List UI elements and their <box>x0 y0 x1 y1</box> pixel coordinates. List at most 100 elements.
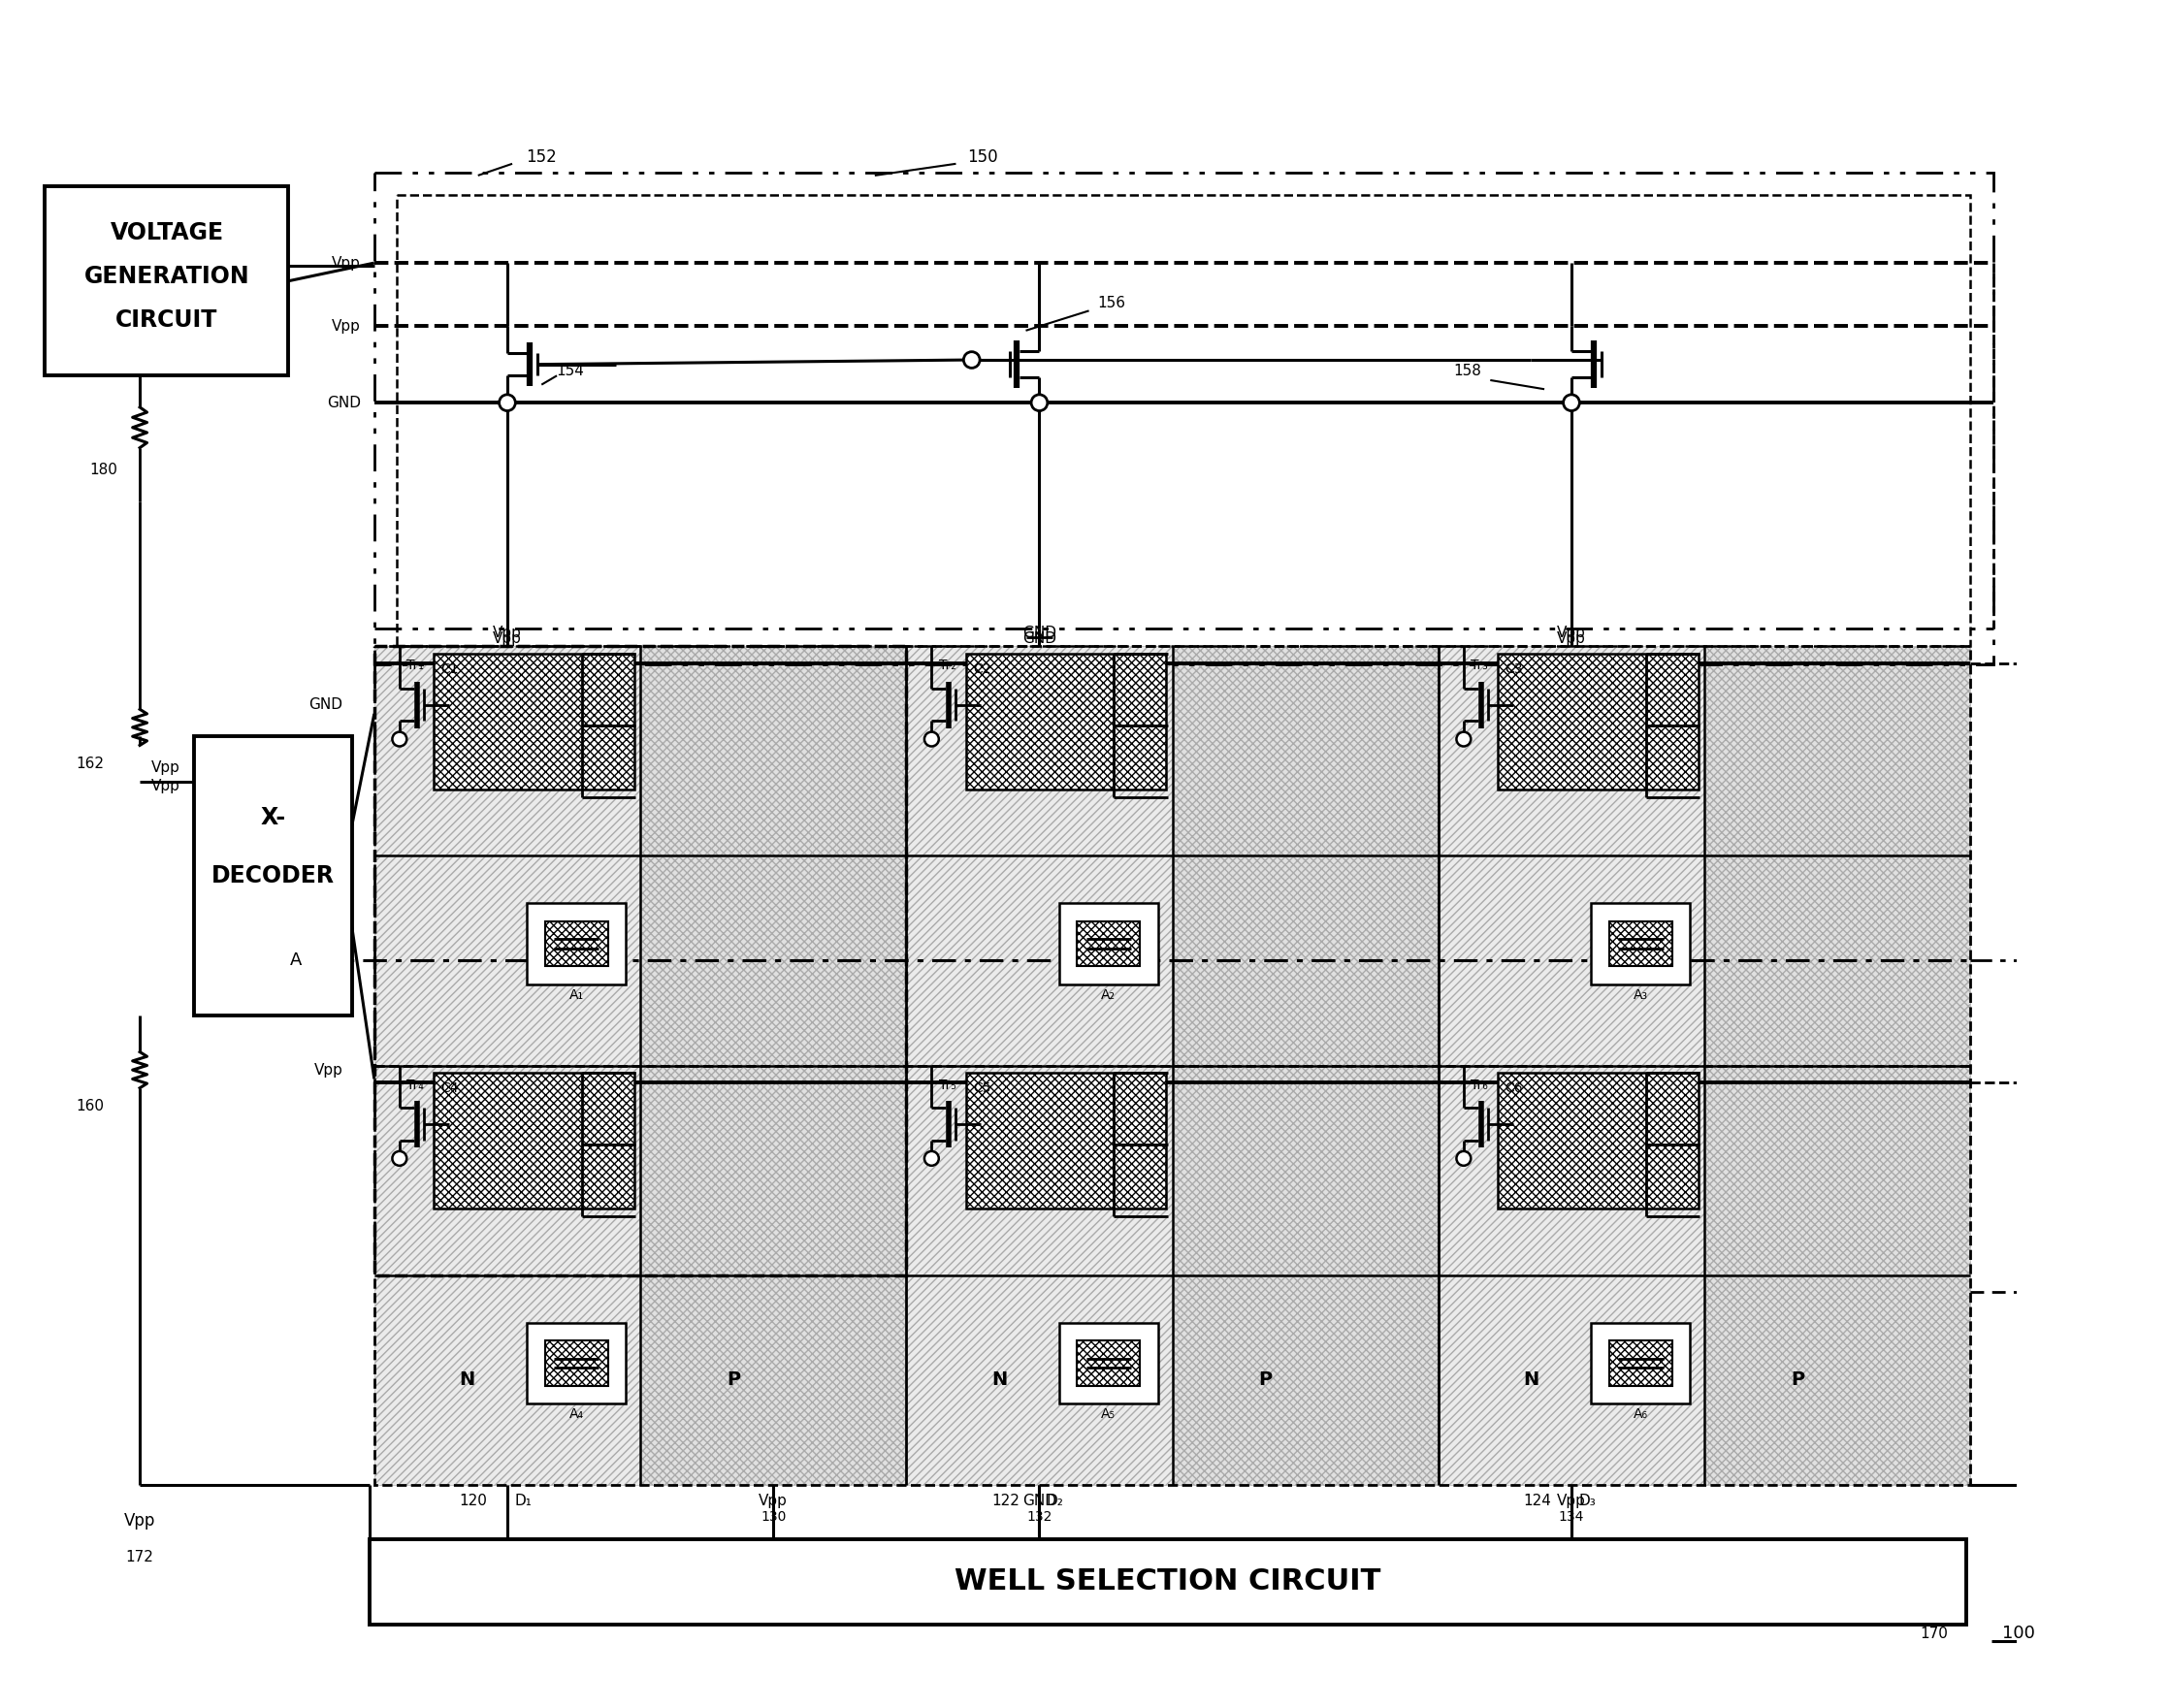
Text: 120: 120 <box>460 1494 488 1508</box>
Bar <box>640 856 907 1066</box>
Bar <box>1173 1066 1438 1276</box>
Bar <box>907 1066 1173 1276</box>
Bar <box>375 1276 640 1484</box>
Bar <box>527 904 627 984</box>
Text: N: N <box>991 1372 1006 1389</box>
Bar <box>1438 1066 1705 1276</box>
Text: 132: 132 <box>1026 1510 1052 1524</box>
Bar <box>193 736 351 1016</box>
Text: C5: C5 <box>974 1081 991 1095</box>
Bar <box>375 856 640 1066</box>
Text: VOLTAGE: VOLTAGE <box>111 222 223 244</box>
Bar <box>375 646 640 856</box>
Text: 170: 170 <box>1920 1626 1948 1641</box>
Text: GND: GND <box>1022 625 1056 640</box>
Bar <box>1173 856 1438 1066</box>
Text: 152: 152 <box>525 149 557 166</box>
Bar <box>1438 856 1705 1066</box>
Text: 160: 160 <box>76 1098 104 1114</box>
Bar <box>640 1276 907 1484</box>
Bar <box>1058 904 1158 984</box>
Circle shape <box>1030 395 1048 412</box>
Text: C3: C3 <box>1505 663 1523 676</box>
Bar <box>1705 646 1969 856</box>
Text: C4: C4 <box>440 1081 460 1095</box>
Text: 122: 122 <box>991 1494 1019 1508</box>
Text: Vpp: Vpp <box>332 319 360 333</box>
Bar <box>1499 654 1698 789</box>
Text: Vpp: Vpp <box>332 256 360 270</box>
Text: GND: GND <box>308 697 343 712</box>
Text: P: P <box>1258 1372 1273 1389</box>
Text: C1: C1 <box>440 663 460 676</box>
Text: 124: 124 <box>1523 1494 1551 1508</box>
Bar <box>1078 921 1141 967</box>
Bar <box>544 1341 607 1385</box>
Text: 162: 162 <box>76 757 104 770</box>
Text: 172: 172 <box>126 1549 154 1565</box>
Bar <box>544 921 607 967</box>
Text: Vpp: Vpp <box>124 1512 156 1530</box>
Text: N: N <box>1523 1372 1540 1389</box>
Bar <box>907 1276 1173 1484</box>
Text: 180: 180 <box>89 463 117 478</box>
Bar <box>1438 1276 1705 1484</box>
Bar <box>1592 904 1690 984</box>
Text: D₃: D₃ <box>1579 1494 1596 1508</box>
Text: 156: 156 <box>1098 295 1126 311</box>
Bar <box>965 654 1167 789</box>
Text: Vpp: Vpp <box>1557 632 1586 646</box>
Bar <box>46 186 288 376</box>
Bar <box>527 1322 627 1404</box>
Text: GND: GND <box>1022 1494 1056 1508</box>
Bar <box>1609 921 1672 967</box>
Bar <box>1592 1322 1690 1404</box>
Text: A: A <box>291 951 301 970</box>
Bar <box>1705 1066 1969 1276</box>
Text: Tr₄: Tr₄ <box>408 1078 425 1091</box>
Bar <box>907 646 1173 856</box>
Bar <box>375 1066 640 1276</box>
Text: A₃: A₃ <box>1633 989 1648 1003</box>
Bar <box>640 1066 907 1276</box>
Text: D₂: D₂ <box>1048 1494 1065 1508</box>
Text: C6: C6 <box>1505 1081 1523 1095</box>
Bar <box>1609 1341 1672 1385</box>
Circle shape <box>963 352 980 367</box>
Bar <box>1078 1341 1141 1385</box>
Text: A₆: A₆ <box>1633 1407 1648 1421</box>
Bar <box>375 646 1969 1484</box>
Text: Tr₃: Tr₃ <box>1471 659 1488 673</box>
Text: 100: 100 <box>2002 1624 2035 1643</box>
Bar <box>1705 1276 1969 1484</box>
Text: A₂: A₂ <box>1102 989 1115 1003</box>
Text: A₅: A₅ <box>1102 1407 1115 1421</box>
Text: GND: GND <box>1022 632 1056 646</box>
Text: Tr₆: Tr₆ <box>1471 1078 1488 1091</box>
Bar <box>434 654 633 789</box>
Text: Vpp: Vpp <box>1557 1494 1586 1508</box>
Text: 134: 134 <box>1560 1510 1583 1524</box>
Text: 158: 158 <box>1453 364 1481 379</box>
Circle shape <box>1455 1151 1471 1165</box>
Circle shape <box>1564 395 1579 412</box>
Bar <box>1173 646 1438 856</box>
Bar <box>965 1073 1167 1209</box>
Bar <box>369 1539 1965 1624</box>
Text: Vpp: Vpp <box>492 632 523 646</box>
Text: C2: C2 <box>974 663 991 676</box>
Circle shape <box>499 395 516 412</box>
Bar <box>907 856 1173 1066</box>
Text: Vpp: Vpp <box>1557 625 1586 640</box>
Bar <box>1438 646 1705 856</box>
Circle shape <box>924 733 939 746</box>
Text: WELL SELECTION CIRCUIT: WELL SELECTION CIRCUIT <box>954 1568 1382 1595</box>
Bar <box>375 173 1993 664</box>
Text: GENERATION: GENERATION <box>85 265 249 289</box>
Text: Vpp: Vpp <box>152 779 180 793</box>
Text: Tr₂: Tr₂ <box>939 659 957 673</box>
Text: Vpp: Vpp <box>152 760 180 775</box>
Bar <box>1058 1322 1158 1404</box>
Text: CIRCUIT: CIRCUIT <box>115 307 217 331</box>
Bar <box>1173 1276 1438 1484</box>
